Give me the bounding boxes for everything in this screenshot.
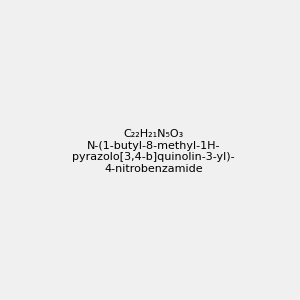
Text: C₂₂H₂₁N₅O₃
N-(1-butyl-8-methyl-1H-
pyrazolo[3,4-b]quinolin-3-yl)-
4-nitrobenzami: C₂₂H₂₁N₅O₃ N-(1-butyl-8-methyl-1H- pyraz… (72, 129, 235, 174)
